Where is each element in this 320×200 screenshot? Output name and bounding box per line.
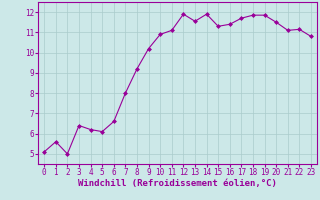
X-axis label: Windchill (Refroidissement éolien,°C): Windchill (Refroidissement éolien,°C)	[78, 179, 277, 188]
